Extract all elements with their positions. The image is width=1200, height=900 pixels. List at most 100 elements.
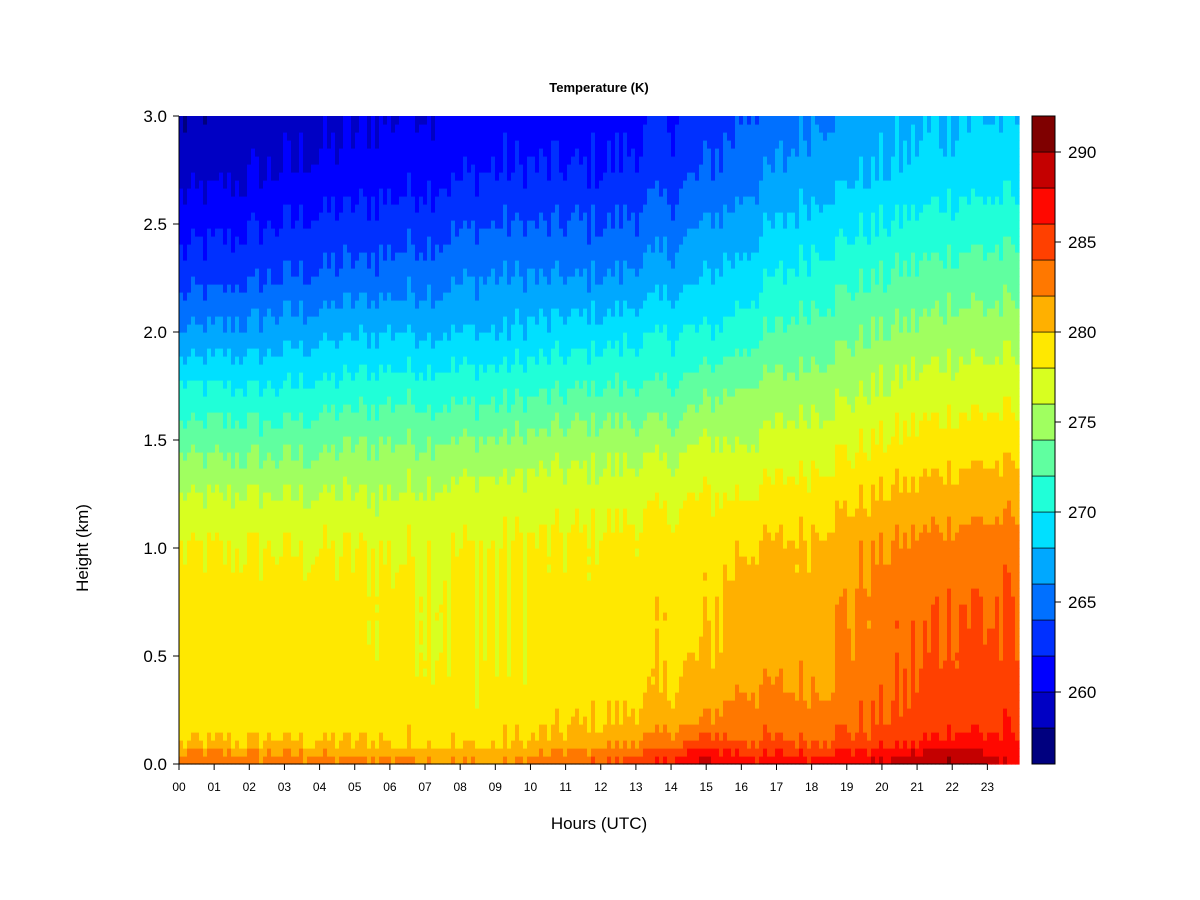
heatmap-cell <box>235 444 240 453</box>
heatmap-cell <box>195 308 200 317</box>
heatmap-cell <box>211 564 216 573</box>
heatmap-cell <box>191 364 196 373</box>
heatmap-cell <box>243 476 248 485</box>
heatmap-cell <box>387 172 392 181</box>
heatmap-cell <box>307 260 312 269</box>
heatmap-cell <box>215 164 220 173</box>
heatmap-cell <box>363 484 368 493</box>
heatmap-cell <box>367 348 372 357</box>
heatmap-cell <box>179 452 184 461</box>
heatmap-cell <box>243 492 248 501</box>
heatmap-cell <box>335 172 340 181</box>
heatmap-cell <box>319 524 324 533</box>
heatmap-cell <box>199 748 204 757</box>
heatmap-cell <box>347 164 352 173</box>
heatmap-cell <box>207 500 212 509</box>
heatmap-cell <box>415 684 420 693</box>
heatmap-cell <box>215 124 220 133</box>
heatmap-cell <box>355 460 360 469</box>
heatmap-cell <box>415 140 420 149</box>
heatmap-cell <box>399 180 404 189</box>
heatmap-cell <box>379 308 384 317</box>
heatmap-cell <box>423 516 428 525</box>
heatmap-cell <box>219 188 224 197</box>
heatmap-cell <box>215 116 220 125</box>
heatmap-cell <box>315 724 320 733</box>
heatmap-cell <box>255 220 260 229</box>
heatmap-cell <box>219 412 224 421</box>
heatmap-cell <box>247 212 252 221</box>
heatmap-cell <box>283 548 288 557</box>
heatmap-cell <box>203 452 208 461</box>
heatmap-cell <box>287 180 292 189</box>
heatmap-cell <box>379 268 384 277</box>
heatmap-cell <box>351 172 356 181</box>
heatmap-cell <box>343 636 348 645</box>
heatmap-cell <box>351 476 356 485</box>
heatmap-cell <box>291 316 296 325</box>
heatmap-cell <box>251 356 256 365</box>
heatmap-cell <box>419 492 424 501</box>
heatmap-cell <box>387 348 392 357</box>
heatmap-cell <box>275 124 280 133</box>
heatmap-cell <box>247 220 252 229</box>
heatmap-cell <box>403 180 408 189</box>
heatmap-cell <box>315 524 320 533</box>
heatmap-cell <box>275 556 280 565</box>
heatmap-cell <box>391 492 396 501</box>
heatmap-cell <box>251 300 256 309</box>
heatmap-cell <box>323 196 328 205</box>
heatmap-cell <box>415 300 420 309</box>
heatmap-cell <box>191 492 196 501</box>
heatmap-cell <box>299 428 304 437</box>
heatmap-cell <box>191 684 196 693</box>
heatmap-cell <box>307 172 312 181</box>
heatmap-cell <box>259 716 264 725</box>
heatmap-cell <box>391 356 396 365</box>
heatmap-cell <box>183 172 188 181</box>
heatmap-cell <box>315 748 320 757</box>
heatmap-cell <box>383 532 388 541</box>
heatmap-cell <box>323 492 328 501</box>
heatmap-cell <box>187 508 192 517</box>
heatmap-cell <box>423 500 428 509</box>
heatmap-cell <box>307 532 312 541</box>
heatmap-cell <box>255 548 260 557</box>
heatmap-cell <box>179 364 184 373</box>
heatmap-cell <box>211 620 216 629</box>
heatmap-cell <box>207 308 212 317</box>
heatmap-cell <box>267 748 272 757</box>
heatmap-cell <box>327 716 332 725</box>
heatmap-cell <box>223 220 228 229</box>
heatmap-cell <box>407 164 412 173</box>
heatmap-cell <box>367 500 372 509</box>
heatmap-cell <box>343 668 348 677</box>
heatmap-cell <box>203 516 208 525</box>
heatmap-cell <box>187 540 192 549</box>
heatmap-cell <box>191 340 196 349</box>
heatmap-cell <box>291 524 296 533</box>
heatmap-cell <box>211 380 216 389</box>
heatmap-cell <box>331 124 336 133</box>
heatmap-cell <box>295 572 300 581</box>
heatmap-cell <box>295 164 300 173</box>
heatmap-cell <box>419 548 424 557</box>
heatmap-cell <box>411 524 416 533</box>
heatmap-cell <box>407 380 412 389</box>
heatmap-cell <box>419 572 424 581</box>
heatmap-cell <box>307 588 312 597</box>
heatmap-cell <box>183 156 188 165</box>
heatmap-cell <box>255 244 260 253</box>
heatmap-cell <box>311 644 316 653</box>
heatmap-cell <box>423 524 428 533</box>
heatmap-cell <box>219 260 224 269</box>
heatmap-cell <box>191 236 196 245</box>
heatmap-cell <box>335 508 340 517</box>
heatmap-cell <box>199 532 204 541</box>
heatmap-cell <box>323 564 328 573</box>
heatmap-cell <box>299 116 304 125</box>
heatmap-cell <box>275 252 280 261</box>
heatmap-cell <box>223 668 228 677</box>
heatmap-cell <box>403 620 408 629</box>
heatmap-cell <box>199 684 204 693</box>
